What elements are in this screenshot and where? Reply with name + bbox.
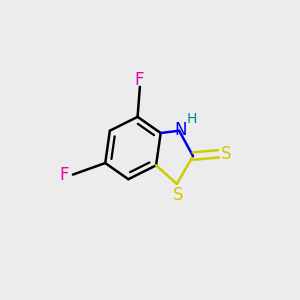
Text: S: S <box>173 186 183 204</box>
Text: N: N <box>174 121 187 139</box>
Text: S: S <box>221 145 232 163</box>
Text: H: H <box>187 112 197 126</box>
Text: F: F <box>134 71 143 89</box>
Text: F: F <box>59 166 69 184</box>
